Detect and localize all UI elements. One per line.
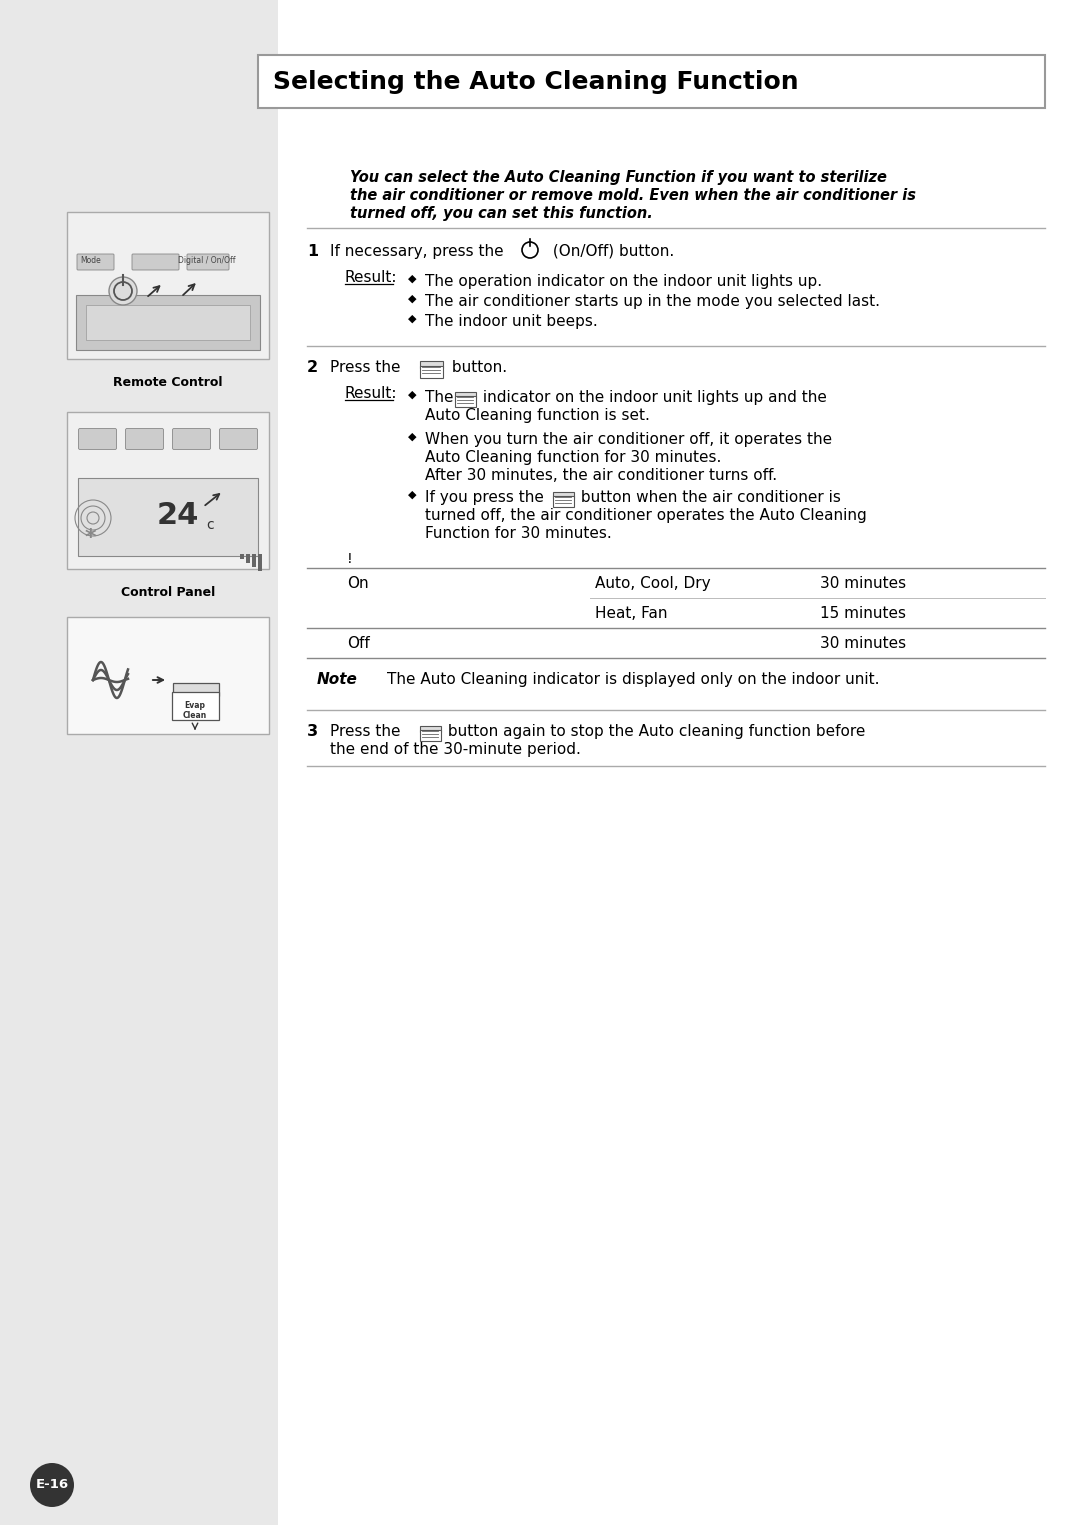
FancyBboxPatch shape — [419, 366, 443, 378]
Text: E-16: E-16 — [36, 1479, 68, 1491]
FancyBboxPatch shape — [455, 395, 475, 407]
Text: ◆: ◆ — [408, 432, 417, 442]
Text: Selecting the Auto Cleaning Function: Selecting the Auto Cleaning Function — [273, 70, 798, 93]
Text: You can select the Auto Cleaning Function if you want to sterilize: You can select the Auto Cleaning Functio… — [350, 169, 887, 185]
FancyBboxPatch shape — [0, 0, 278, 1525]
Text: the end of the 30-minute period.: the end of the 30-minute period. — [330, 743, 581, 756]
FancyBboxPatch shape — [67, 618, 269, 734]
Text: indicator on the indoor unit lights up and the: indicator on the indoor unit lights up a… — [478, 390, 827, 406]
Text: Note: Note — [318, 673, 357, 686]
FancyBboxPatch shape — [79, 429, 117, 450]
Text: Press the: Press the — [330, 360, 401, 375]
Text: Mode: Mode — [80, 256, 100, 265]
Text: turned off, you can set this function.: turned off, you can set this function. — [350, 206, 652, 221]
FancyBboxPatch shape — [77, 255, 114, 270]
Text: 1: 1 — [307, 244, 319, 259]
FancyBboxPatch shape — [258, 55, 1045, 108]
Text: Auto, Cool, Dry: Auto, Cool, Dry — [595, 576, 711, 592]
FancyBboxPatch shape — [125, 429, 163, 450]
Text: The Auto Cleaning indicator is displayed only on the indoor unit.: The Auto Cleaning indicator is displayed… — [387, 673, 879, 686]
Text: ◆: ◆ — [408, 294, 417, 303]
Text: If necessary, press the: If necessary, press the — [330, 244, 503, 259]
Bar — [240, 554, 244, 560]
FancyBboxPatch shape — [219, 429, 257, 450]
Text: !: ! — [347, 552, 353, 566]
FancyBboxPatch shape — [78, 477, 258, 557]
Text: If you press the: If you press the — [426, 490, 544, 505]
FancyBboxPatch shape — [455, 392, 475, 398]
Text: Function for 30 minutes.: Function for 30 minutes. — [426, 526, 611, 541]
Text: button when the air conditioner is: button when the air conditioner is — [576, 490, 841, 505]
Text: Control Panel: Control Panel — [121, 586, 215, 599]
Bar — [246, 554, 249, 563]
Text: Remote Control: Remote Control — [113, 377, 222, 389]
Text: On: On — [347, 576, 368, 592]
FancyBboxPatch shape — [67, 212, 269, 358]
Text: 15 minutes: 15 minutes — [820, 605, 906, 621]
Text: Result:: Result: — [345, 386, 397, 401]
Text: Clean: Clean — [183, 711, 207, 720]
Text: Heat, Fan: Heat, Fan — [595, 605, 667, 621]
Text: Result:: Result: — [345, 270, 397, 285]
Text: When you turn the air conditioner off, it operates the: When you turn the air conditioner off, i… — [426, 432, 832, 447]
Text: 2: 2 — [307, 360, 319, 375]
Text: *: * — [84, 528, 96, 547]
Bar — [258, 554, 262, 570]
Text: ◆: ◆ — [408, 390, 417, 400]
Text: Press the: Press the — [330, 724, 401, 740]
FancyBboxPatch shape — [419, 729, 441, 741]
FancyBboxPatch shape — [553, 496, 573, 506]
Text: After 30 minutes, the air conditioner turns off.: After 30 minutes, the air conditioner tu… — [426, 468, 778, 483]
Text: button.: button. — [447, 360, 508, 375]
Text: ◆: ◆ — [408, 274, 417, 284]
FancyBboxPatch shape — [76, 294, 260, 351]
FancyBboxPatch shape — [86, 305, 249, 340]
Circle shape — [109, 278, 137, 305]
Text: ◆: ◆ — [408, 314, 417, 323]
FancyBboxPatch shape — [419, 726, 441, 732]
Text: The indoor unit beeps.: The indoor unit beeps. — [426, 314, 597, 329]
Text: Off: Off — [347, 636, 369, 651]
Text: The: The — [426, 390, 454, 406]
FancyBboxPatch shape — [173, 429, 211, 450]
Text: 30 minutes: 30 minutes — [820, 636, 906, 651]
Text: the air conditioner or remove mold. Even when the air conditioner is: the air conditioner or remove mold. Even… — [350, 188, 916, 203]
FancyBboxPatch shape — [67, 412, 269, 569]
Text: The air conditioner starts up in the mode you selected last.: The air conditioner starts up in the mod… — [426, 294, 880, 310]
Text: turned off, the air conditioner operates the Auto Cleaning: turned off, the air conditioner operates… — [426, 508, 867, 523]
Text: 24: 24 — [157, 502, 199, 531]
FancyBboxPatch shape — [187, 255, 229, 270]
Text: Auto Cleaning function is set.: Auto Cleaning function is set. — [426, 409, 650, 422]
Text: 3: 3 — [307, 724, 319, 740]
FancyBboxPatch shape — [132, 255, 179, 270]
Text: c: c — [206, 518, 214, 532]
Text: The operation indicator on the indoor unit lights up.: The operation indicator on the indoor un… — [426, 274, 822, 290]
FancyBboxPatch shape — [173, 683, 218, 695]
Text: Digital / On/Off: Digital / On/Off — [178, 256, 235, 265]
Text: (On/Off) button.: (On/Off) button. — [548, 244, 674, 259]
Circle shape — [30, 1462, 75, 1507]
Text: ◆: ◆ — [408, 490, 417, 500]
FancyBboxPatch shape — [172, 692, 219, 720]
Text: Auto Cleaning function for 30 minutes.: Auto Cleaning function for 30 minutes. — [426, 450, 721, 465]
Bar — [252, 554, 256, 567]
FancyBboxPatch shape — [553, 491, 573, 497]
Text: 30 minutes: 30 minutes — [820, 576, 906, 592]
Text: Evap: Evap — [185, 700, 205, 709]
FancyBboxPatch shape — [419, 360, 443, 368]
Text: button again to stop the Auto cleaning function before: button again to stop the Auto cleaning f… — [443, 724, 865, 740]
